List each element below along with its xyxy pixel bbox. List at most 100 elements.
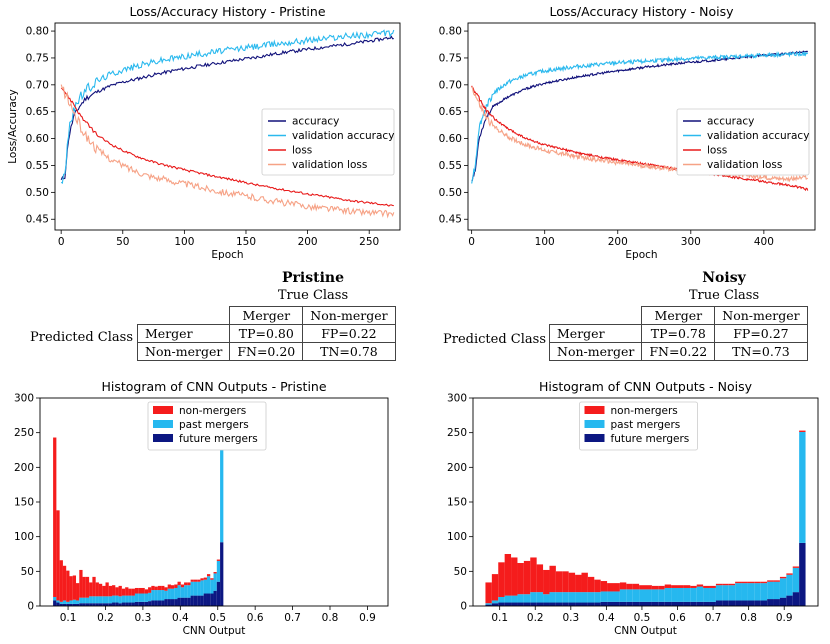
y-tick-label: 300 xyxy=(14,393,34,405)
legend-label: non-mergers xyxy=(611,405,678,417)
bar-non-mergers xyxy=(82,576,86,598)
cm-corner xyxy=(550,307,642,325)
bar-future-mergers xyxy=(102,603,106,606)
bar-non-mergers xyxy=(89,582,93,597)
x-tick-label: 0.4 xyxy=(598,612,615,624)
bar-past-mergers xyxy=(600,591,608,602)
legend-swatch xyxy=(153,434,173,442)
bar-past-mergers xyxy=(141,593,145,602)
x-tick-label: 0 xyxy=(468,236,475,248)
bar-future-mergers xyxy=(62,603,67,606)
legend-label: accuracy xyxy=(707,116,754,128)
bar-future-mergers xyxy=(95,603,99,606)
bar-future-mergers xyxy=(161,600,165,606)
bar-future-mergers xyxy=(177,597,181,606)
y-tick-label: 50 xyxy=(21,566,34,578)
y-tick-label: 0.80 xyxy=(439,26,462,38)
bar-future-mergers xyxy=(773,599,780,606)
bar-past-mergers xyxy=(216,560,221,582)
bar-past-mergers xyxy=(664,587,672,602)
bar-non-mergers xyxy=(170,585,175,589)
bar-past-mergers xyxy=(786,574,793,596)
bar-non-mergers xyxy=(190,579,194,582)
y-tick-label: 0 xyxy=(27,601,34,613)
bar-future-mergers xyxy=(138,601,142,606)
bar-non-mergers xyxy=(651,585,659,590)
bar-future-mergers xyxy=(575,602,582,606)
bar-non-mergers xyxy=(210,578,214,580)
bar-non-mergers xyxy=(683,585,691,588)
bar-future-mergers xyxy=(125,602,129,606)
y-tick-label: 250 xyxy=(14,427,34,439)
bar-non-mergers xyxy=(613,583,620,592)
y-tick-label: 0.45 xyxy=(439,214,462,226)
bar-future-mergers xyxy=(210,593,214,606)
bar-future-mergers xyxy=(85,603,90,606)
bar-past-mergers xyxy=(95,596,99,604)
bar-future-mergers xyxy=(658,601,665,606)
bar-past-mergers xyxy=(151,590,155,601)
y-tick-label: 0.50 xyxy=(439,187,462,199)
y-tick-label: 100 xyxy=(14,531,34,543)
bar-future-mergers xyxy=(59,603,63,606)
bar-non-mergers xyxy=(66,570,70,602)
x-tick-label: 0.9 xyxy=(359,612,376,624)
bar-future-mergers xyxy=(632,601,640,606)
bar-non-mergers xyxy=(728,583,736,586)
bar-non-mergers xyxy=(193,579,198,582)
bar-past-mergers xyxy=(82,597,86,604)
bar-non-mergers xyxy=(594,579,601,593)
y-tick-label: 0.65 xyxy=(439,106,462,118)
cm-table-pristine: Merger Non-merger Merger TP=0.80 FP=0.22… xyxy=(136,306,396,361)
bar-future-mergers xyxy=(741,600,748,606)
bar-past-mergers xyxy=(184,585,188,598)
bar-non-mergers xyxy=(779,576,787,579)
x-tick-label: 0.3 xyxy=(562,612,579,624)
y-tick-label: 0.75 xyxy=(26,52,49,64)
y-tick-label: 0.80 xyxy=(26,26,49,38)
bar-non-mergers xyxy=(658,585,665,590)
legend-label: non-mergers xyxy=(179,405,246,417)
y-tick-label: 0.75 xyxy=(439,52,462,64)
bar-past-mergers xyxy=(671,587,678,602)
bar-future-mergers xyxy=(72,603,77,606)
bar-non-mergers xyxy=(786,573,793,575)
bar-past-mergers xyxy=(180,587,185,598)
bar-non-mergers xyxy=(491,574,499,601)
bar-future-mergers xyxy=(105,603,109,606)
bar-past-mergers xyxy=(555,592,563,603)
bar-future-mergers xyxy=(703,601,710,606)
x-tick-label: 0.1 xyxy=(60,612,77,624)
bar-non-mergers xyxy=(754,581,761,584)
bar-non-mergers xyxy=(216,559,221,561)
bar-past-mergers xyxy=(56,600,60,603)
bar-future-mergers xyxy=(128,602,132,606)
bar-non-mergers xyxy=(59,560,63,602)
bar-future-mergers xyxy=(206,593,211,606)
bar-future-mergers xyxy=(504,602,512,606)
legend-label: validation loss xyxy=(707,159,782,171)
bar-past-mergers xyxy=(164,590,168,600)
chart-hist-pristine: Histogram of CNN Outputs - Pristine 0.1 0.… xyxy=(14,380,389,637)
x-tick-label: 0.1 xyxy=(491,612,508,624)
bar-future-mergers xyxy=(203,593,207,606)
bar-non-mergers xyxy=(709,585,716,588)
bar-non-mergers xyxy=(134,587,139,594)
cm-cell: TN=0.73 xyxy=(714,342,808,361)
bar-past-mergers xyxy=(92,596,96,604)
legend-label: loss xyxy=(292,145,312,157)
bar-past-mergers xyxy=(568,592,576,603)
bar-future-mergers xyxy=(141,601,145,606)
bar-non-mergers xyxy=(128,588,132,596)
bar-past-mergers xyxy=(645,589,652,602)
legend-box xyxy=(676,108,810,176)
bar-past-mergers xyxy=(154,590,158,601)
bar-future-mergers xyxy=(131,602,135,606)
bar-future-mergers xyxy=(562,602,569,606)
bar-non-mergers xyxy=(523,560,531,595)
x-tick-label: 0.5 xyxy=(634,612,651,624)
bar-past-mergers xyxy=(170,588,175,600)
bar-past-mergers xyxy=(112,595,116,603)
bar-non-mergers xyxy=(76,583,80,601)
bar-past-mergers xyxy=(703,587,710,602)
